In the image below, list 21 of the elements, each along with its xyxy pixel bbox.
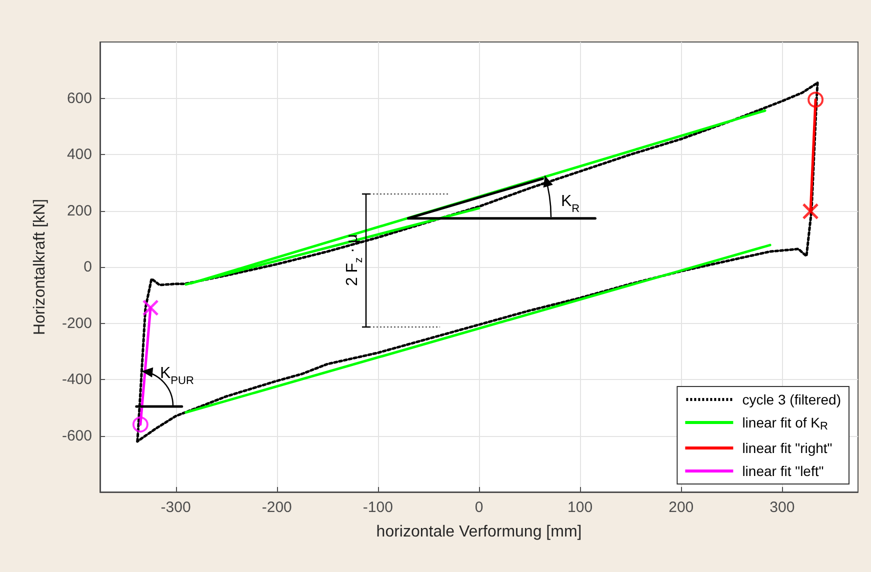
- x-axis-title: horizontale Verformung [mm]: [376, 524, 582, 540]
- x-tick-label: -200: [262, 499, 292, 516]
- y-tick-label: 200: [66, 202, 92, 220]
- x-tick-label: 200: [668, 499, 694, 516]
- y-tick-label: -400: [62, 371, 92, 388]
- annotation: K$_{R}$: [561, 193, 580, 215]
- x-tick-label: 300: [770, 499, 795, 516]
- y-tick-label: 0: [84, 258, 92, 276]
- legend-label: linear fit "left": [742, 463, 824, 479]
- y-tick-label: 400: [66, 146, 92, 163]
- annotation: K$_{PUR}$: [160, 365, 194, 387]
- y-axis-title: Horizontalkraft [kN]: [32, 198, 48, 336]
- legend-label: cycle 3 (filtered): [742, 392, 842, 408]
- y-tick-label: -200: [62, 314, 92, 332]
- x-tick-label: 100: [568, 499, 593, 516]
- x-tick-label: 0: [474, 499, 484, 516]
- x-tick-label: -300: [160, 499, 191, 516]
- y-tick-label: -600: [62, 427, 92, 444]
- x-tick-label: -100: [362, 499, 393, 516]
- legend-label: linear fit "right": [742, 440, 832, 456]
- y-tick-label: 600: [66, 90, 92, 107]
